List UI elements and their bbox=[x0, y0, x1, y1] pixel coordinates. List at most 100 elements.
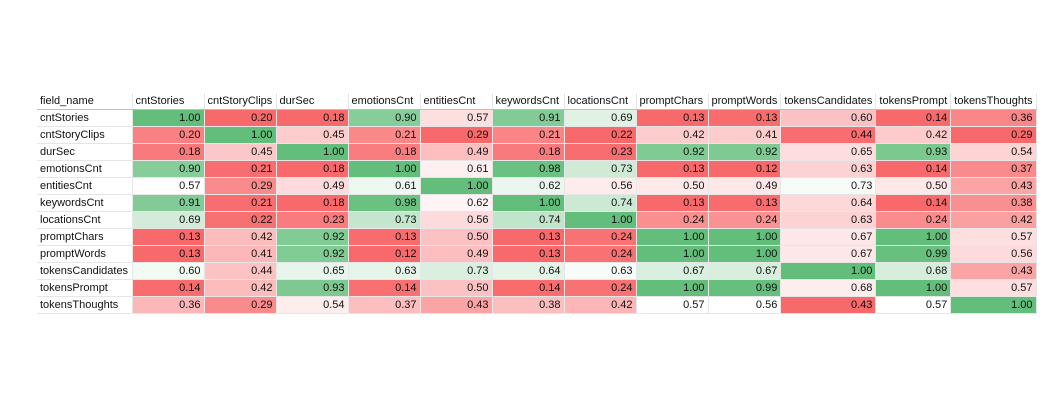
table-cell[interactable]: 0.43 bbox=[950, 177, 1037, 195]
table-cell[interactable]: 0.73 bbox=[780, 177, 877, 195]
table-cell[interactable]: 0.21 bbox=[348, 126, 421, 144]
table-cell[interactable]: 0.41 bbox=[708, 126, 782, 144]
table-cell[interactable]: 0.74 bbox=[492, 211, 565, 229]
table-cell[interactable]: 0.69 bbox=[564, 109, 637, 127]
table-cell[interactable]: 0.43 bbox=[950, 262, 1037, 280]
table-cell[interactable]: 0.14 bbox=[875, 109, 952, 127]
table-cell[interactable]: 0.13 bbox=[348, 228, 421, 246]
table-cell[interactable]: 0.42 bbox=[564, 296, 637, 314]
table-cell[interactable]: 0.50 bbox=[420, 228, 493, 246]
table-cell[interactable]: 0.18 bbox=[132, 143, 205, 161]
table-cell[interactable]: 0.92 bbox=[276, 228, 349, 246]
table-cell[interactable]: 0.90 bbox=[348, 109, 421, 127]
column-header-keywordsCnt[interactable]: keywordsCnt bbox=[492, 93, 565, 110]
table-cell[interactable]: 1.00 bbox=[564, 211, 637, 229]
table-cell[interactable]: 0.13 bbox=[132, 245, 205, 263]
table-cell[interactable]: 0.43 bbox=[780, 296, 877, 314]
table-cell[interactable]: 1.00 bbox=[875, 279, 952, 297]
table-cell[interactable]: 0.61 bbox=[348, 177, 421, 195]
row-label[interactable]: emotionsCnt bbox=[37, 160, 133, 178]
table-cell[interactable]: 0.24 bbox=[708, 211, 782, 229]
table-cell[interactable]: 0.13 bbox=[636, 109, 709, 127]
row-label[interactable]: promptChars bbox=[37, 228, 133, 246]
table-cell[interactable]: 0.38 bbox=[950, 194, 1037, 212]
table-cell[interactable]: 0.20 bbox=[204, 109, 277, 127]
column-header-tokensThoughts[interactable]: tokensThoughts bbox=[950, 93, 1037, 110]
table-cell[interactable]: 0.18 bbox=[276, 194, 349, 212]
table-cell[interactable]: 0.62 bbox=[420, 194, 493, 212]
table-cell[interactable]: 0.24 bbox=[564, 245, 637, 263]
table-cell[interactable]: 0.13 bbox=[492, 245, 565, 263]
table-cell[interactable]: 0.37 bbox=[950, 160, 1037, 178]
table-cell[interactable]: 0.99 bbox=[875, 245, 952, 263]
table-cell[interactable]: 0.61 bbox=[420, 160, 493, 178]
table-cell[interactable]: 0.49 bbox=[420, 143, 493, 161]
table-cell[interactable]: 0.13 bbox=[708, 194, 782, 212]
table-cell[interactable]: 0.64 bbox=[780, 194, 877, 212]
column-header-promptWords[interactable]: promptWords bbox=[708, 93, 782, 110]
table-cell[interactable]: 0.18 bbox=[276, 160, 349, 178]
table-cell[interactable]: 0.45 bbox=[204, 143, 277, 161]
table-cell[interactable]: 0.56 bbox=[950, 245, 1037, 263]
column-header-entitiesCnt[interactable]: entitiesCnt bbox=[420, 93, 493, 110]
table-cell[interactable]: 0.93 bbox=[276, 279, 349, 297]
table-cell[interactable]: 0.63 bbox=[348, 262, 421, 280]
table-cell[interactable]: 0.60 bbox=[132, 262, 205, 280]
table-cell[interactable]: 0.92 bbox=[276, 245, 349, 263]
table-cell[interactable]: 0.73 bbox=[420, 262, 493, 280]
table-cell[interactable]: 0.67 bbox=[636, 262, 709, 280]
table-cell[interactable]: 0.20 bbox=[132, 126, 205, 144]
table-cell[interactable]: 0.24 bbox=[875, 211, 952, 229]
table-cell[interactable]: 0.18 bbox=[276, 109, 349, 127]
row-label[interactable]: tokensPrompt bbox=[37, 279, 133, 297]
table-cell[interactable]: 0.73 bbox=[348, 211, 421, 229]
table-cell[interactable]: 0.13 bbox=[708, 109, 782, 127]
table-cell[interactable]: 0.23 bbox=[564, 143, 637, 161]
table-cell[interactable]: 1.00 bbox=[950, 296, 1037, 314]
table-cell[interactable]: 0.57 bbox=[950, 279, 1037, 297]
row-label[interactable]: promptWords bbox=[37, 245, 133, 263]
table-cell[interactable]: 1.00 bbox=[132, 109, 205, 127]
table-cell[interactable]: 0.45 bbox=[276, 126, 349, 144]
table-cell[interactable]: 0.12 bbox=[348, 245, 421, 263]
row-label[interactable]: tokensThoughts bbox=[37, 296, 133, 314]
table-cell[interactable]: 0.67 bbox=[780, 228, 877, 246]
table-cell[interactable]: 1.00 bbox=[708, 245, 782, 263]
table-cell[interactable]: 0.91 bbox=[492, 109, 565, 127]
table-cell[interactable]: 0.13 bbox=[636, 160, 709, 178]
table-cell[interactable]: 0.68 bbox=[875, 262, 952, 280]
table-cell[interactable]: 0.49 bbox=[420, 245, 493, 263]
table-cell[interactable]: 0.56 bbox=[708, 296, 782, 314]
table-cell[interactable]: 0.99 bbox=[708, 279, 782, 297]
column-header-tokensPrompt[interactable]: tokensPrompt bbox=[875, 93, 952, 110]
corner-header[interactable]: field_name bbox=[37, 93, 133, 110]
table-cell[interactable]: 0.14 bbox=[875, 194, 952, 212]
table-cell[interactable]: 0.50 bbox=[875, 177, 952, 195]
table-cell[interactable]: 0.42 bbox=[204, 228, 277, 246]
table-cell[interactable]: 0.54 bbox=[276, 296, 349, 314]
table-cell[interactable]: 1.00 bbox=[348, 160, 421, 178]
table-cell[interactable]: 0.65 bbox=[780, 143, 877, 161]
row-label[interactable]: durSec bbox=[37, 143, 133, 161]
table-cell[interactable]: 0.18 bbox=[348, 143, 421, 161]
column-header-cntStories[interactable]: cntStories bbox=[132, 93, 205, 110]
table-cell[interactable]: 0.49 bbox=[708, 177, 782, 195]
column-header-tokensCandidates[interactable]: tokensCandidates bbox=[780, 93, 877, 110]
table-cell[interactable]: 0.50 bbox=[420, 279, 493, 297]
table-cell[interactable]: 0.41 bbox=[204, 245, 277, 263]
table-cell[interactable]: 0.57 bbox=[636, 296, 709, 314]
table-cell[interactable]: 1.00 bbox=[636, 228, 709, 246]
table-cell[interactable]: 0.14 bbox=[348, 279, 421, 297]
table-cell[interactable]: 0.49 bbox=[276, 177, 349, 195]
table-cell[interactable]: 0.63 bbox=[564, 262, 637, 280]
table-cell[interactable]: 0.12 bbox=[708, 160, 782, 178]
table-cell[interactable]: 0.38 bbox=[492, 296, 565, 314]
table-cell[interactable]: 0.56 bbox=[420, 211, 493, 229]
table-cell[interactable]: 0.98 bbox=[348, 194, 421, 212]
table-cell[interactable]: 0.90 bbox=[132, 160, 205, 178]
table-cell[interactable]: 0.21 bbox=[492, 126, 565, 144]
table-cell[interactable]: 0.44 bbox=[780, 126, 877, 144]
table-cell[interactable]: 0.92 bbox=[708, 143, 782, 161]
table-cell[interactable]: 0.68 bbox=[780, 279, 877, 297]
table-cell[interactable]: 0.13 bbox=[132, 228, 205, 246]
